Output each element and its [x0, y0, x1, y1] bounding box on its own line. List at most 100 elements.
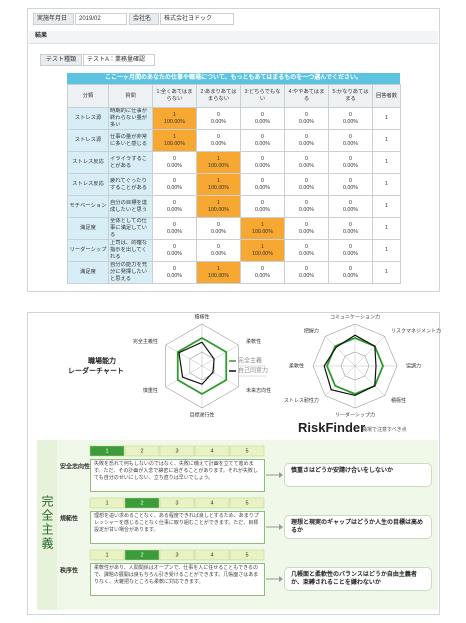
- column-header: 分類: [67, 84, 109, 108]
- scale-cell: [194, 497, 230, 509]
- answer-cell: 1 100.00%: [240, 239, 285, 262]
- answer-percent: 100.00%: [252, 250, 273, 257]
- table-row: ストレス源 時期的に仕事が終わらない量が多い 1 100.00% 0 0.00% 0 0.00…: [67, 107, 401, 130]
- answer-percent: 0.00%: [254, 162, 271, 169]
- answer-percent: 0.00%: [342, 118, 359, 125]
- answer-cell: 0 0.00%: [152, 151, 197, 174]
- answer-count: 0: [349, 243, 352, 250]
- scale-label: 3: [175, 552, 178, 558]
- column-header: 回答者数: [372, 84, 401, 108]
- group-column: [37, 440, 57, 610]
- answer-count: 0: [305, 221, 308, 228]
- respondents-cell: 1: [372, 239, 401, 262]
- column-header: 1:全くあてはまらない: [152, 84, 197, 108]
- question-cell: 疲れてぐったりすることがある: [108, 173, 153, 196]
- answer-cell: 0 0.00%: [328, 261, 373, 284]
- table-row: ストレス反応 イライラすることがある 0 0.00% 1 100.00% 0 0.00% 0 0.…: [67, 151, 401, 174]
- axis-label: 積極性: [194, 313, 209, 320]
- spoke: [325, 365, 356, 396]
- answer-count: 0: [349, 155, 352, 162]
- answer-count: 0: [349, 133, 352, 140]
- scale-label: 5: [245, 448, 248, 454]
- answer-cell: 1 100.00%: [196, 261, 241, 284]
- answer-count: 0: [173, 177, 176, 184]
- answer-percent: 100.00%: [208, 272, 229, 279]
- legend-label: 完全主義: [238, 357, 262, 365]
- answer-count: 0: [349, 177, 352, 184]
- answer-count: 0: [217, 133, 220, 140]
- answer-count: 1: [261, 243, 264, 250]
- axis-label: ストレス耐性力: [284, 397, 319, 404]
- answer-cell: 1 100.00%: [152, 129, 197, 152]
- answer-count: 0: [305, 243, 308, 250]
- answer-count: 0: [217, 111, 220, 118]
- answer-percent: 0.00%: [254, 206, 271, 213]
- column-header: 4:ややあてはまる: [284, 84, 329, 108]
- answer-count: 0: [349, 265, 352, 272]
- table-title: ここ一ヶ月間のあなたの仕事や職場について、もっともあてはまるものを一つ選んでくだ…: [67, 73, 400, 84]
- answer-percent: 0.00%: [254, 184, 271, 191]
- answer-count: 0: [173, 221, 176, 228]
- answer-count: 1: [217, 177, 220, 184]
- chart-title: レーダーチャート: [68, 366, 124, 375]
- answer-percent: 0.00%: [298, 140, 315, 147]
- scale-cell: [194, 445, 230, 457]
- category-cell: ストレス源: [67, 129, 109, 152]
- answer-cell: 0 0.00%: [152, 261, 197, 284]
- respondents-cell: 1: [372, 217, 401, 240]
- date-label: 実施年月日: [33, 13, 74, 25]
- answer-percent: 0.00%: [298, 162, 315, 169]
- answer-percent: 0.00%: [342, 272, 359, 279]
- answer-percent: 0.00%: [254, 140, 271, 147]
- answer-count: 0: [305, 199, 308, 206]
- scale-label: 4: [210, 448, 213, 454]
- answer-percent: 0.00%: [298, 250, 315, 257]
- answer-percent: 0.00%: [166, 184, 183, 191]
- answer-percent: 0.00%: [210, 140, 227, 147]
- answer-percent: 0.00%: [342, 162, 359, 169]
- axis-label: 柔軟性: [289, 362, 304, 369]
- spoke: [354, 336, 385, 367]
- category-cell: 満足度: [67, 217, 109, 240]
- spoke: [354, 365, 385, 396]
- answer-cell: 0 0.00%: [240, 107, 285, 130]
- answer-count: 0: [173, 199, 176, 206]
- answer-percent: 0.00%: [210, 228, 227, 235]
- spoke: [165, 344, 203, 367]
- scale-cell: [159, 445, 195, 457]
- company-label: 会社名: [129, 13, 159, 25]
- answer-count: 0: [261, 199, 264, 206]
- answer-count: 0: [217, 243, 220, 250]
- arrow-head: [279, 576, 283, 582]
- answer-cell: 1 100.00%: [152, 107, 197, 130]
- answer-cell: 1 100.00%: [196, 195, 241, 218]
- answer-count: 1: [173, 111, 176, 118]
- answer-cell: 0 0.00%: [240, 195, 285, 218]
- answer-percent: 0.00%: [298, 206, 315, 213]
- answer-count: 1: [217, 199, 220, 206]
- trait-description: 理想を追い求めることなく、ある程度できれば良しとするため、あまりプレッシャーを感…: [90, 511, 265, 544]
- answer-percent: 0.00%: [210, 250, 227, 257]
- scale-cell: [229, 549, 265, 561]
- scale-label: 5: [245, 500, 248, 506]
- trait-name: 規範性: [60, 515, 78, 523]
- scale-label: 3: [175, 448, 178, 454]
- category-cell: リーダーシップ: [67, 239, 109, 262]
- answer-cell: 0 0.00%: [152, 217, 197, 240]
- trait-description: 失敗を恐れて何もしないのではなく、失敗に備えて計画を立てて進めます。ただ、その計…: [90, 459, 265, 492]
- answer-count: 0: [261, 155, 264, 162]
- axis-label: 慎重性: [143, 387, 158, 394]
- answer-count: 0: [305, 133, 308, 140]
- respondents-cell: 1: [372, 129, 401, 152]
- answer-cell: 0 0.00%: [328, 195, 373, 218]
- answer-percent: 0.00%: [298, 118, 315, 125]
- scale-label: 1: [105, 500, 108, 506]
- answer-percent: 0.00%: [166, 272, 183, 279]
- question-cell: イライラすることがある: [108, 151, 153, 174]
- answer-cell: 1 100.00%: [196, 173, 241, 196]
- check-point: 几帳面と柔軟性のバランスはどうか自由主義者か、束縛されることを嫌わないか: [284, 567, 432, 591]
- answer-percent: 100.00%: [208, 184, 229, 191]
- table-row: リーダーシップ 上司は、的確な指示を出してくれる 0 0.00% 0 0.00% 1 100.…: [67, 239, 401, 262]
- arrow-head: [279, 472, 283, 478]
